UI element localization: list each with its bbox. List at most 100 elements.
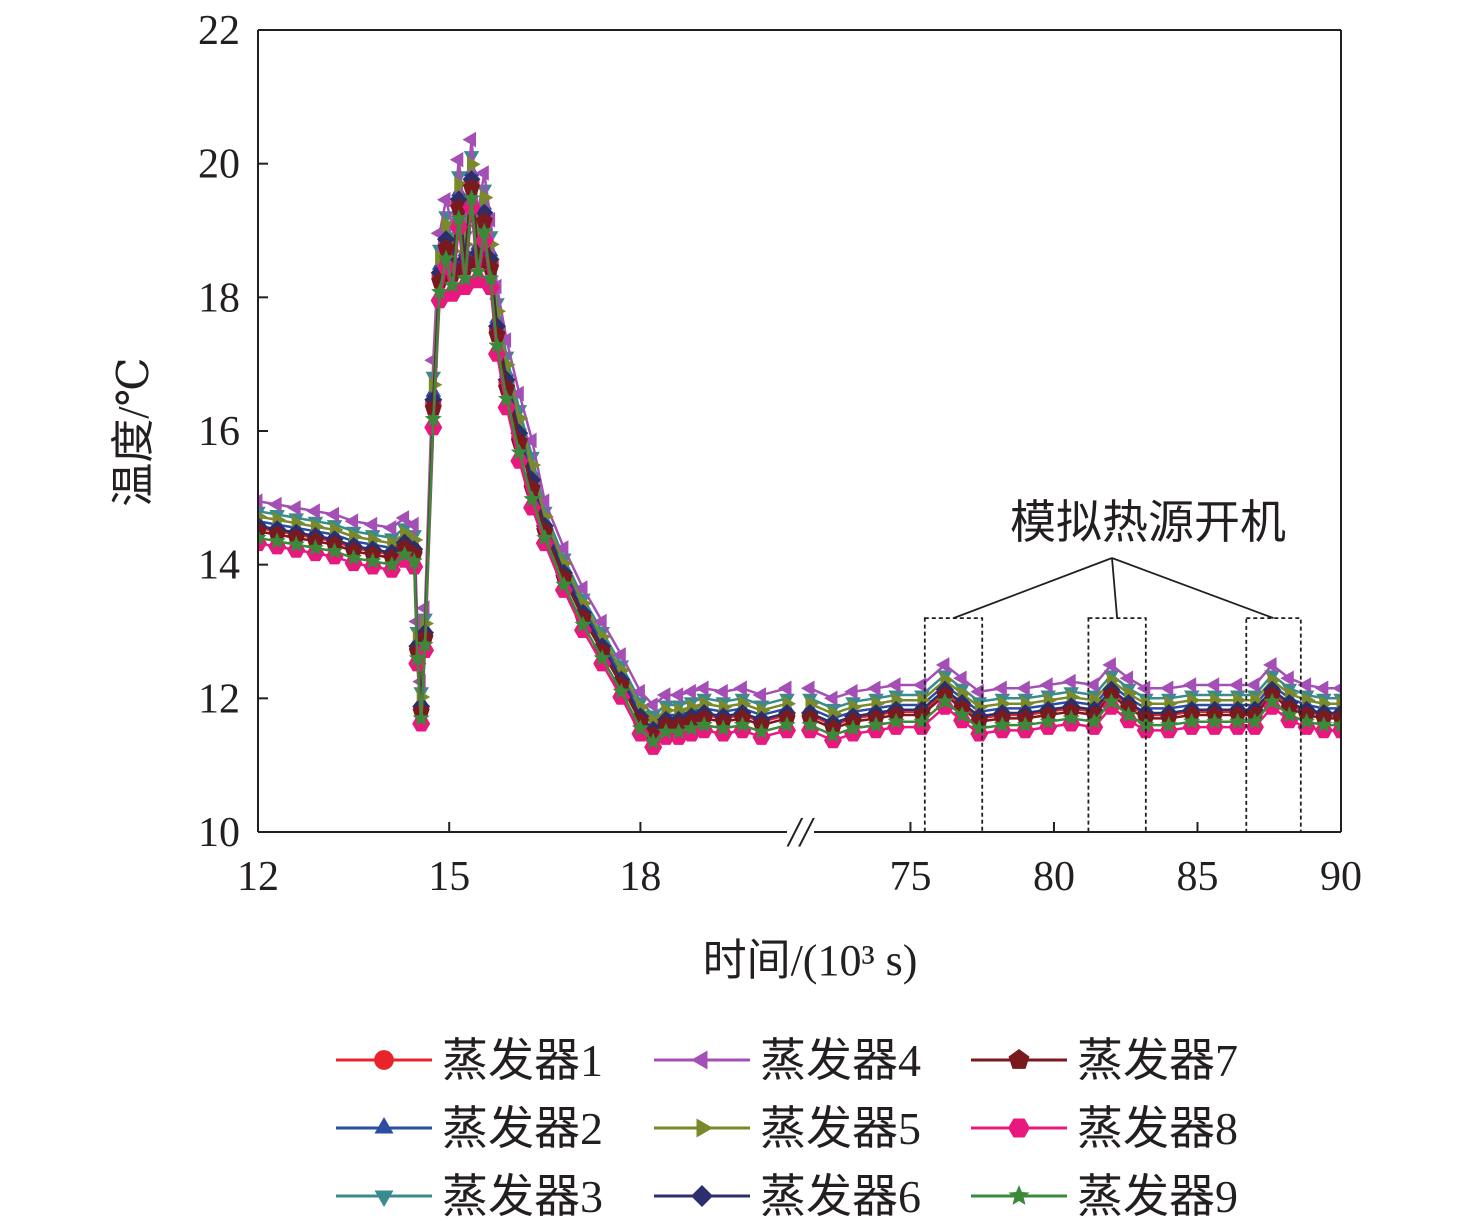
series-8-point-48 xyxy=(912,719,931,735)
series-4-point-66 xyxy=(1280,670,1294,687)
series-8-point-34 xyxy=(644,739,663,755)
legend-label: 蒸发器4 xyxy=(760,1035,921,1086)
series-9-point-1 xyxy=(258,528,267,546)
series-8-point-53 xyxy=(1016,722,1035,739)
series-9-point-34 xyxy=(644,732,662,750)
series-8-point-50 xyxy=(953,712,972,729)
legend-label: 蒸发器1 xyxy=(442,1035,603,1086)
series-4-point-42 xyxy=(778,680,792,697)
x-tick-label: 15 xyxy=(428,854,470,900)
series-9-point-26 xyxy=(510,443,528,460)
series-4-point-1 xyxy=(258,493,263,509)
series-9-point-11 xyxy=(408,649,426,666)
legend-item-4: 蒸发器4 xyxy=(654,1035,921,1086)
series-4-point-39 xyxy=(714,683,728,700)
series-9-point-38 xyxy=(695,716,713,733)
series-9-point-51 xyxy=(970,719,988,736)
series-9-point-49 xyxy=(936,692,954,709)
series-4 xyxy=(258,131,1341,713)
series-4-point-49 xyxy=(935,657,950,673)
series-4-point-34 xyxy=(644,697,658,713)
series-9-point-22 xyxy=(475,222,493,240)
series-9-point-17 xyxy=(443,276,461,293)
series-4-point-28 xyxy=(535,493,550,509)
series-8-point-12 xyxy=(412,715,431,732)
series-8-point-60 xyxy=(1159,722,1178,739)
series-9-point-63 xyxy=(1229,712,1247,729)
series-9-point-69 xyxy=(1332,716,1341,733)
legend-item-2: 蒸发器2 xyxy=(336,1103,603,1154)
series-3-point-22 xyxy=(476,184,493,199)
series-9-point-27 xyxy=(523,490,541,507)
series-5-point-20 xyxy=(467,156,481,172)
series-4-point-57 xyxy=(1102,657,1116,673)
series-9-point-24 xyxy=(488,336,506,353)
legend-marker xyxy=(374,1117,394,1134)
series-9-point-6 xyxy=(345,549,363,566)
legend-label: 蒸发器2 xyxy=(442,1103,603,1154)
series-4-point-4 xyxy=(306,503,320,519)
series-8-point-49 xyxy=(935,699,954,715)
series-4-point-62 xyxy=(1205,677,1220,693)
series-9-point-21 xyxy=(469,262,487,280)
axis-break-mark: // xyxy=(786,810,815,856)
y-tick-label: 22 xyxy=(198,8,240,54)
annotation-group: 模拟热源开机 xyxy=(923,497,1302,833)
series-4-point-51 xyxy=(970,683,984,700)
y-tick-label: 18 xyxy=(198,275,240,321)
legend-label: 蒸发器6 xyxy=(760,1171,921,1222)
series-4-point-44 xyxy=(824,690,838,707)
series-3-point-20 xyxy=(463,151,480,165)
series-8-point-41 xyxy=(752,729,771,745)
series-line-8-part1 xyxy=(258,206,788,749)
series-9-point-36 xyxy=(670,722,688,739)
legend-label: 蒸发器7 xyxy=(1077,1035,1238,1086)
series-9-point-14 xyxy=(424,410,442,427)
series-4-point-27 xyxy=(523,432,537,449)
series-9-point-37 xyxy=(682,719,700,736)
legend-marker xyxy=(374,1050,394,1070)
legend-marker xyxy=(374,1190,394,1207)
series-9-point-50 xyxy=(953,706,971,723)
series-9-point-3 xyxy=(287,535,305,552)
legend-marker xyxy=(696,1118,713,1138)
y-tick-label: 20 xyxy=(198,142,240,188)
series-9-point-42 xyxy=(778,716,796,733)
series-9-point-67 xyxy=(1298,712,1316,729)
series-4-point-5 xyxy=(325,506,339,523)
series-4-point-55 xyxy=(1062,673,1076,690)
series-5-point-22 xyxy=(479,189,494,206)
series-8 xyxy=(258,199,1341,755)
series-9-point-66 xyxy=(1280,706,1298,723)
legend-item-1: 蒸发器1 xyxy=(336,1035,603,1086)
series-5-point-26 xyxy=(514,410,529,426)
series-4-point-43 xyxy=(801,680,815,697)
series-8-point-57 xyxy=(1102,699,1121,715)
series-4-point-37 xyxy=(682,683,696,700)
y-tick-label: 16 xyxy=(198,409,240,455)
series-4-point-50 xyxy=(953,670,967,687)
series-4-point-53 xyxy=(1016,680,1030,697)
series-4-point-69 xyxy=(1332,683,1341,694)
series-9-point-39 xyxy=(714,719,732,736)
series-9-point-9 xyxy=(396,545,414,562)
legend-marker xyxy=(1008,1118,1030,1138)
series-7-point-20 xyxy=(463,178,481,195)
series-9-point-46 xyxy=(867,716,885,733)
series-9-point-33 xyxy=(631,719,649,736)
series-8-point-39 xyxy=(714,726,733,742)
series-7-point-22 xyxy=(475,212,493,229)
series-9-point-12 xyxy=(412,709,430,726)
series-4-point-2 xyxy=(268,496,282,513)
series-9-point-57 xyxy=(1102,692,1120,709)
series-4-point-41 xyxy=(752,687,766,703)
series-4-point-32 xyxy=(612,647,626,663)
series-9-point-62 xyxy=(1206,712,1224,729)
series-9-point-18 xyxy=(450,209,468,226)
series-9-point-41 xyxy=(752,722,771,739)
annotation-label: 模拟热源开机 xyxy=(1010,497,1286,548)
legend-item-7: 蒸发器7 xyxy=(971,1035,1238,1086)
annotation-leader-2 xyxy=(1111,557,1119,619)
series-9-point-4 xyxy=(306,539,324,556)
series-4-point-46 xyxy=(867,680,881,697)
